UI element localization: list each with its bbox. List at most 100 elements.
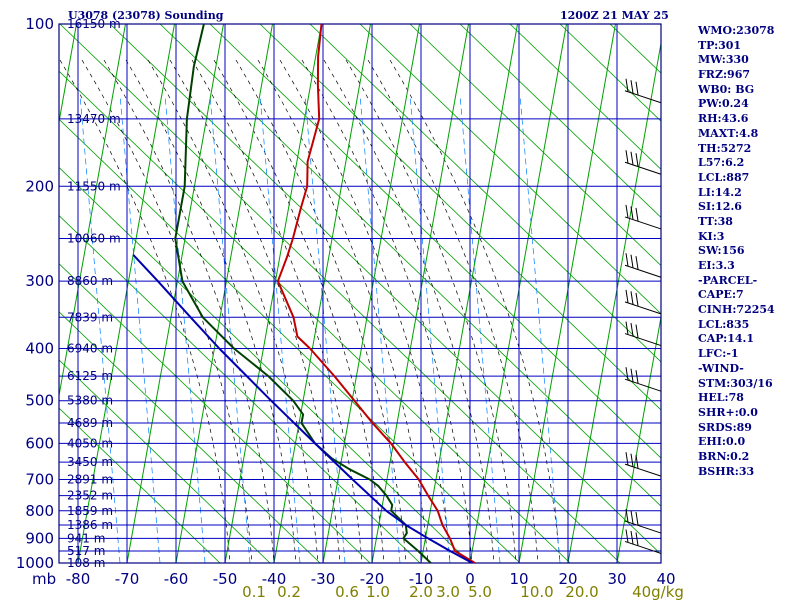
- moist-adiabat-line: [147, 59, 319, 561]
- mixing-ratio-tick-label: 10.0: [520, 583, 553, 600]
- isotherm-line: [77, 24, 175, 563]
- height-label: 108 m: [67, 556, 105, 570]
- mixing-ratio-line: [259, 94, 301, 563]
- mixing-ratio-line: [519, 94, 561, 563]
- height-label: 8860 m: [67, 274, 113, 288]
- index-item: WB0: BG: [698, 82, 755, 96]
- index-item: MW:330: [698, 53, 749, 67]
- isotherm-line: [59, 24, 126, 399]
- temperature-tick-label: -50: [213, 570, 238, 588]
- index-item: SHR+:0.0: [698, 405, 758, 419]
- index-item: EHI:0.0: [698, 435, 746, 449]
- isobars: [59, 24, 661, 563]
- index-item: WMO:23078: [698, 24, 775, 37]
- isotherm-line: [469, 24, 567, 563]
- isotherm-line: [175, 24, 273, 563]
- temperature-tick-label: 40: [656, 570, 675, 588]
- temperature-tick-label: -30: [311, 570, 336, 588]
- temperature-tick-label: 30: [607, 570, 626, 588]
- dry-adiabat-line: [459, 24, 661, 219]
- index-item: TT:38: [698, 214, 733, 228]
- moist-adiabat-line: [367, 59, 539, 561]
- wind-barb: [624, 321, 662, 347]
- isotherm-line: [371, 24, 469, 563]
- mixing-ratio-tick-label: 2.0: [409, 583, 433, 600]
- mixing-ratio-tick-label: 0.1: [242, 583, 266, 600]
- height-label: 517 m: [67, 544, 105, 558]
- wind-barb: [624, 253, 662, 278]
- pressure-tick-label: 900: [25, 529, 54, 547]
- height-label: 2891 m: [67, 473, 113, 487]
- index-item: CINH:72254: [698, 303, 775, 317]
- index-item: MAXT:4.8: [698, 126, 759, 140]
- moist-adiabat-line: [345, 59, 517, 561]
- index-item: BRN:0.2: [698, 449, 750, 463]
- pressure-tick-label: 200: [25, 177, 54, 195]
- height-label: 1859 m: [67, 504, 113, 518]
- pressure-unit-label: mb: [32, 570, 56, 588]
- temperature-tick-label: -10: [409, 570, 434, 588]
- temperature-tick-label: 0: [465, 570, 475, 588]
- height-label: 3450 m: [67, 455, 113, 469]
- pressure-tick-label: 500: [25, 392, 54, 410]
- dry-adiabat-line: [559, 24, 661, 122]
- moist-adiabat-line: [389, 59, 561, 561]
- temperature-tick-label: -20: [360, 570, 385, 588]
- index-item: CAP:14.1: [698, 332, 755, 346]
- height-label: 4689 m: [67, 416, 113, 430]
- height-label: 5380 m: [67, 394, 113, 408]
- height-label: 11550 m: [67, 179, 121, 193]
- mixing-ratio-tick-label: 1.0: [366, 583, 390, 600]
- index-item: BSHR:33: [698, 464, 755, 478]
- pressure-tick-label: 600: [25, 434, 54, 452]
- stability-indices-panel: WMO:23078 TP:301 MW:330 FRZ:967 WB0: BG PW:0.…: [698, 24, 798, 479]
- dry-adiabat-line: [59, 263, 371, 563]
- isotherm-line: [518, 24, 616, 563]
- wind-barb: [624, 78, 662, 104]
- pressure-tick-label: 400: [25, 340, 54, 358]
- index-item: LCL:835: [698, 317, 750, 331]
- dry-adiabat-line: [359, 24, 661, 315]
- wind-barb: [624, 452, 662, 477]
- wind-barb: [624, 529, 662, 554]
- dry-adiabat-line: [59, 214, 421, 563]
- moist-adiabat-line: [301, 59, 473, 561]
- dry-adiabat-line: [59, 70, 571, 563]
- height-label: 1386 m: [67, 518, 113, 532]
- pressure-tick-label: 1000: [16, 554, 54, 572]
- dry-adiabat-line: [409, 24, 661, 267]
- temperature-axis: -80 -70 -60 -50 -40 -30 -20 -10 0 10 20 30 40: [66, 570, 676, 588]
- observation-time: 1200Z 21 MAY 25: [560, 9, 669, 22]
- dry-adiabat-line: [59, 118, 521, 563]
- wind-barbs: [624, 78, 662, 554]
- height-label: 7839 m: [67, 310, 113, 324]
- index-item: -WIND-: [698, 361, 744, 375]
- moist-adiabat-line: [323, 59, 495, 561]
- height-label: 2352 m: [67, 489, 113, 503]
- pressure-tick-label: 800: [25, 502, 54, 520]
- moist-adiabat-line: [169, 59, 341, 561]
- moist-adiabat-line: [59, 59, 231, 561]
- index-item: FRZ:967: [698, 68, 751, 82]
- isotherm-line: [224, 24, 322, 563]
- wind-barb: [624, 367, 662, 392]
- index-item: L57:6.2: [698, 156, 745, 170]
- dry-adiabat-line: [209, 24, 661, 459]
- height-label: 10060 m: [67, 231, 121, 245]
- moist-adiabat-line: [103, 59, 275, 561]
- plot-frame: [58, 23, 662, 564]
- moist-adiabats: [59, 59, 561, 561]
- parcel-trace: [132, 254, 473, 563]
- temperature-tick-label: -70: [115, 570, 140, 588]
- moist-adiabat-line: [213, 59, 385, 561]
- isotherm-line: [322, 24, 420, 563]
- height-label: 6940 m: [67, 342, 113, 356]
- index-item: SI:12.6: [698, 200, 742, 214]
- mixing-ratio-tick-label: 3.0: [436, 583, 460, 600]
- index-item: SRDS:89: [698, 420, 752, 434]
- index-item: KI:3: [698, 229, 725, 243]
- height-label: 941 m: [67, 531, 105, 545]
- isotherm-line: [616, 314, 661, 563]
- temperature-trace: [276, 24, 476, 563]
